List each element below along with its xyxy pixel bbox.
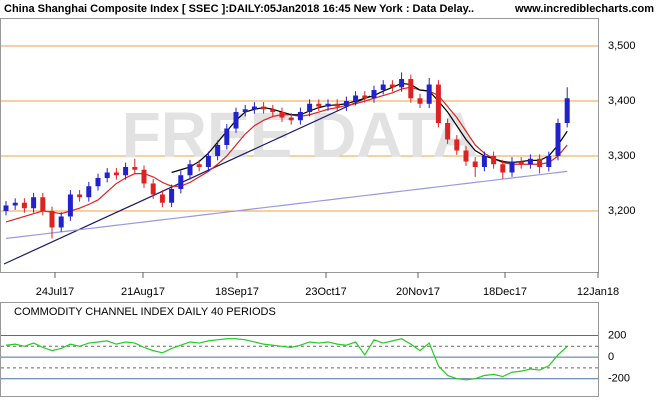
x-tick-label: 23Oct17: [305, 286, 347, 298]
candle-body: [445, 123, 451, 140]
candle-body: [537, 158, 543, 167]
x-tick-label: 18Dec17: [483, 286, 527, 298]
chart-title: China Shanghai Composite Index [ SSEC ]:…: [4, 3, 474, 15]
candle-body: [546, 155, 552, 167]
candle-body: [362, 95, 368, 99]
x-tick-label: 24Jul17: [36, 286, 75, 298]
candle-body: [242, 109, 248, 113]
candle-body: [95, 177, 101, 187]
candle-body: [261, 106, 267, 110]
candle-body: [279, 112, 285, 118]
candle-body: [389, 84, 395, 88]
candle-body: [481, 155, 487, 167]
candle-body: [21, 202, 27, 209]
candle-body: [454, 139, 460, 151]
candle-body: [196, 164, 202, 167]
y-tick-label: 3,500: [608, 40, 636, 52]
candle-body: [417, 98, 423, 104]
candle-body: [353, 95, 359, 102]
candle-body: [288, 117, 294, 121]
candle-body: [187, 164, 193, 176]
candle-body: [307, 103, 313, 113]
y-tick-label: 3,300: [608, 150, 636, 162]
x-tick-label: 12Jan18: [577, 286, 619, 298]
candle-body: [334, 103, 340, 107]
cci-panel: [0, 302, 599, 397]
candle-body: [325, 103, 331, 107]
y-tick-label: 3,200: [608, 205, 636, 217]
candle-body: [509, 161, 515, 173]
candle-body: [316, 103, 322, 107]
x-tick-label: 18Sep17: [215, 286, 259, 298]
trend-line: [3, 95, 371, 265]
y-tick-label: 200: [608, 329, 626, 341]
cci-line: [5, 338, 568, 381]
candle-body: [251, 106, 257, 110]
candle-body: [132, 166, 138, 170]
candle-body: [500, 164, 506, 173]
candle-body: [113, 172, 119, 176]
candle-body: [343, 101, 349, 107]
candle-body: [472, 161, 478, 167]
candle-body: [297, 112, 303, 121]
candle-body: [435, 84, 441, 124]
candle-body: [224, 128, 230, 145]
candle-body: [215, 145, 221, 156]
candle-body: [233, 112, 239, 129]
candle-body: [31, 197, 37, 209]
y-tick-label: -200: [608, 373, 630, 385]
candle-body: [380, 84, 386, 91]
candle-body: [3, 205, 9, 211]
candle-body: [564, 98, 570, 124]
site-name: www.incrediblecharts.com: [514, 3, 654, 15]
candle-body: [104, 172, 110, 178]
candle-body: [77, 194, 83, 198]
moving-average: [5, 170, 568, 240]
candle-body: [40, 197, 46, 211]
moving-average: [5, 86, 568, 223]
cci-title: COMMODITY CHANNEL INDEX DAILY 40 PERIODS: [14, 306, 276, 318]
candle-body: [518, 161, 524, 165]
candle-body: [159, 194, 165, 203]
price-panel: [0, 18, 599, 273]
candle-body: [555, 123, 561, 156]
candle-body: [491, 155, 497, 165]
candle-body: [12, 202, 18, 206]
candle-body: [426, 84, 432, 104]
candle-body: [371, 90, 377, 99]
candle-body: [205, 155, 211, 167]
x-tick-label: 21Aug17: [121, 286, 165, 298]
candle-body: [463, 150, 469, 162]
candle-body: [141, 169, 147, 184]
candle-body: [58, 216, 64, 228]
y-tick-label: 0: [608, 351, 614, 363]
candle-body: [169, 188, 175, 203]
candle-body: [270, 109, 276, 113]
candle-body: [399, 79, 405, 88]
candle-body: [150, 183, 156, 195]
candle-body: [86, 186, 92, 198]
candle-body: [178, 175, 184, 189]
y-tick-label: 3,400: [608, 95, 636, 107]
x-tick-label: 20Nov17: [396, 286, 440, 298]
candle-body: [49, 210, 55, 228]
candle-body: [408, 79, 414, 99]
candle-body: [123, 166, 129, 176]
candle-body: [67, 194, 73, 217]
candle-body: [527, 158, 533, 165]
